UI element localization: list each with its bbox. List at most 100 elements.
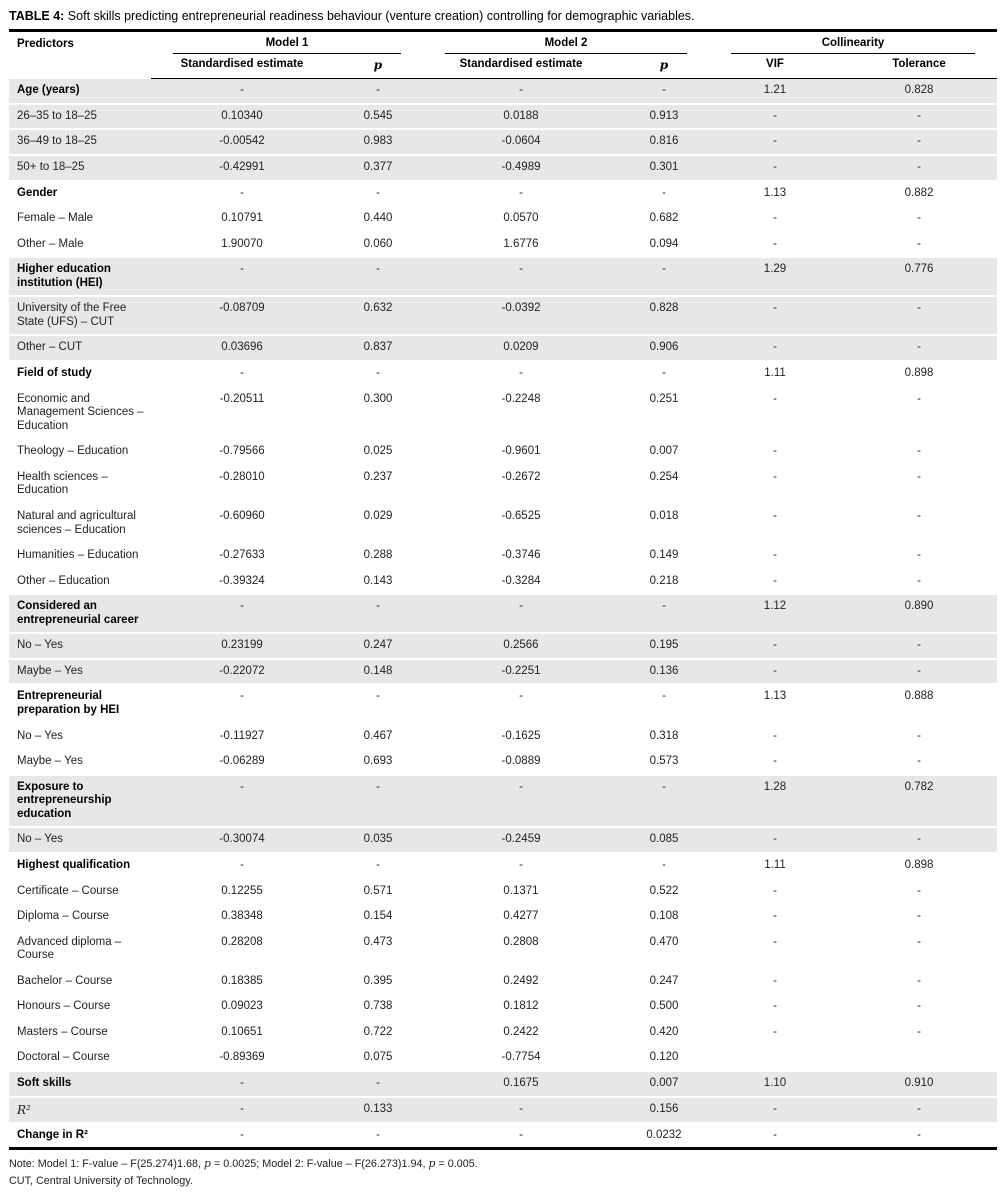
value-cell: 1.11 [709,361,841,388]
value-cell: 0.0232 [619,1122,709,1150]
value-cell: - [841,335,998,362]
value-cell: - [841,1019,998,1047]
value-cell: 0.318 [619,723,709,751]
predictor-cell: Other – CUT [9,335,151,362]
value-cell: - [709,929,841,970]
value-cell: - [151,1122,333,1150]
value-cell: - [709,749,841,776]
value-cell: 0.906 [619,335,709,362]
value-cell: 0.237 [333,464,423,505]
table-row: Other – Male 1.90070 0.060 1.6776 0.094- - [9,231,998,259]
value-cell: - [423,852,619,880]
value-cell: - [841,1122,998,1150]
table-row: Natural and agricultural sciences – Educ… [9,503,998,545]
value-cell: 0.301 [619,154,709,182]
value-cell: - [619,774,709,829]
predictor-cell: Maybe – Yes [9,749,151,776]
column-group-model2-label: Model 2 [445,37,687,55]
table-row: Honours – Course 0.09023 0.738 0.1812 0.500-… [9,994,998,1021]
value-cell: - [423,594,619,635]
value-cell: - [841,503,998,545]
value-cell: - [333,78,423,105]
value-cell: - [619,594,709,635]
value-cell: - [151,257,333,298]
value-cell: 0.913 [619,103,709,131]
predictor-cell: Age (years) [9,78,151,105]
value-cell: 0.522 [619,878,709,906]
table-row: Health sciences – Education -0.28010 0.237… [9,464,998,505]
value-cell: 0.007 [619,1071,709,1098]
value-cell: 0.2422 [423,1019,619,1047]
value-cell: -0.0889 [423,749,619,776]
value-cell: - [151,361,333,388]
value-cell: 0.983 [333,129,423,156]
value-cell: -0.2248 [423,386,619,441]
value-cell: 0.722 [333,1019,423,1047]
value-cell: - [709,723,841,751]
value-cell: 1.29 [709,257,841,298]
predictor-cell: No – Yes [9,827,151,854]
predictor-cell: Natural and agricultural sciences – Educ… [9,503,151,545]
predictor-cell: Higher education institution (HEI) [9,257,151,298]
value-cell: 0.2808 [423,929,619,970]
value-cell [709,1045,841,1072]
value-cell: -0.30074 [151,827,333,854]
value-cell: -0.00542 [151,129,333,156]
table-row: Highest qualification - - - -1.11 0.898 [9,852,998,880]
predictor-cell: Change in R² [9,1122,151,1150]
value-cell: - [423,361,619,388]
value-cell: - [841,129,998,156]
value-cell: -0.22072 [151,658,333,686]
value-cell: -0.9601 [423,439,619,466]
column-group-model1: Model 1 [151,31,423,55]
value-cell: - [709,296,841,337]
sub-header-row: Standardised estimate p Standardised est… [9,54,998,80]
table-title-text: Soft skills predicting entrepreneurial r… [64,9,695,23]
value-cell: 0.4277 [423,904,619,931]
value-cell: 1.28 [709,774,841,829]
value-cell: 0.440 [333,206,423,233]
value-cell: 0.545 [333,103,423,131]
table-row: No – Yes 0.23199 0.247 0.2566 0.195- - [9,633,998,660]
note-line: Note: Model 1: F-value – F(25.274)1.68, … [9,1157,478,1171]
value-cell: 0.10791 [151,206,333,233]
predictor-cell: Health sciences – Education [9,464,151,505]
value-cell: - [709,968,841,996]
value-cell: - [841,749,998,776]
table-row: Age (years) - - - -1.21 0.828 [9,78,998,105]
value-cell: 0.828 [841,78,998,105]
value-cell: 0.133 [333,1096,423,1124]
value-cell: - [423,180,619,208]
value-cell: 0.632 [333,296,423,337]
table-row: Doctoral – Course -0.89369 0.075 -0.7754 0.1… [9,1045,998,1072]
value-cell: 0.1675 [423,1071,619,1098]
value-cell: - [709,1019,841,1047]
value-cell: - [709,878,841,906]
value-cell: -0.89369 [151,1045,333,1072]
table-notes: Note: Model 1: F-value – F(25.274)1.68, … [9,1150,997,1189]
value-cell: 0.094 [619,231,709,259]
value-cell: 0.837 [333,335,423,362]
predictor-cell: Other – Education [9,568,151,596]
table-row: Exposure to entrepreneurship education - -… [9,774,998,829]
table-row: Humanities – Education -0.27633 0.288 -0.37… [9,543,998,570]
value-cell: -0.3284 [423,568,619,596]
value-cell: 0.473 [333,929,423,970]
predictor-cell: No – Yes [9,633,151,660]
predictor-cell: Maybe – Yes [9,658,151,686]
value-cell: 0.03696 [151,335,333,362]
value-cell: - [709,129,841,156]
group-header-row: Predictors Model 1 Model 2 Collinearity [9,31,997,55]
column-header-m2-p: p [619,54,709,80]
value-cell: - [151,852,333,880]
value-cell: 0.09023 [151,994,333,1021]
table-body: Age (years) - - - -1.21 0.828 26–35 to 18–25 0.… [9,78,998,1150]
value-cell [841,1045,998,1072]
value-cell: 0.10340 [151,103,333,131]
table-row: Bachelor – Course 0.18385 0.395 0.2492 0.247… [9,968,998,996]
value-cell: -0.4989 [423,154,619,182]
value-cell: 0.2492 [423,968,619,996]
value-cell: 0.12255 [151,878,333,906]
predictor-cell: University of the Free State (UFS) – CUT [9,296,151,337]
predictor-cell: Gender [9,180,151,208]
